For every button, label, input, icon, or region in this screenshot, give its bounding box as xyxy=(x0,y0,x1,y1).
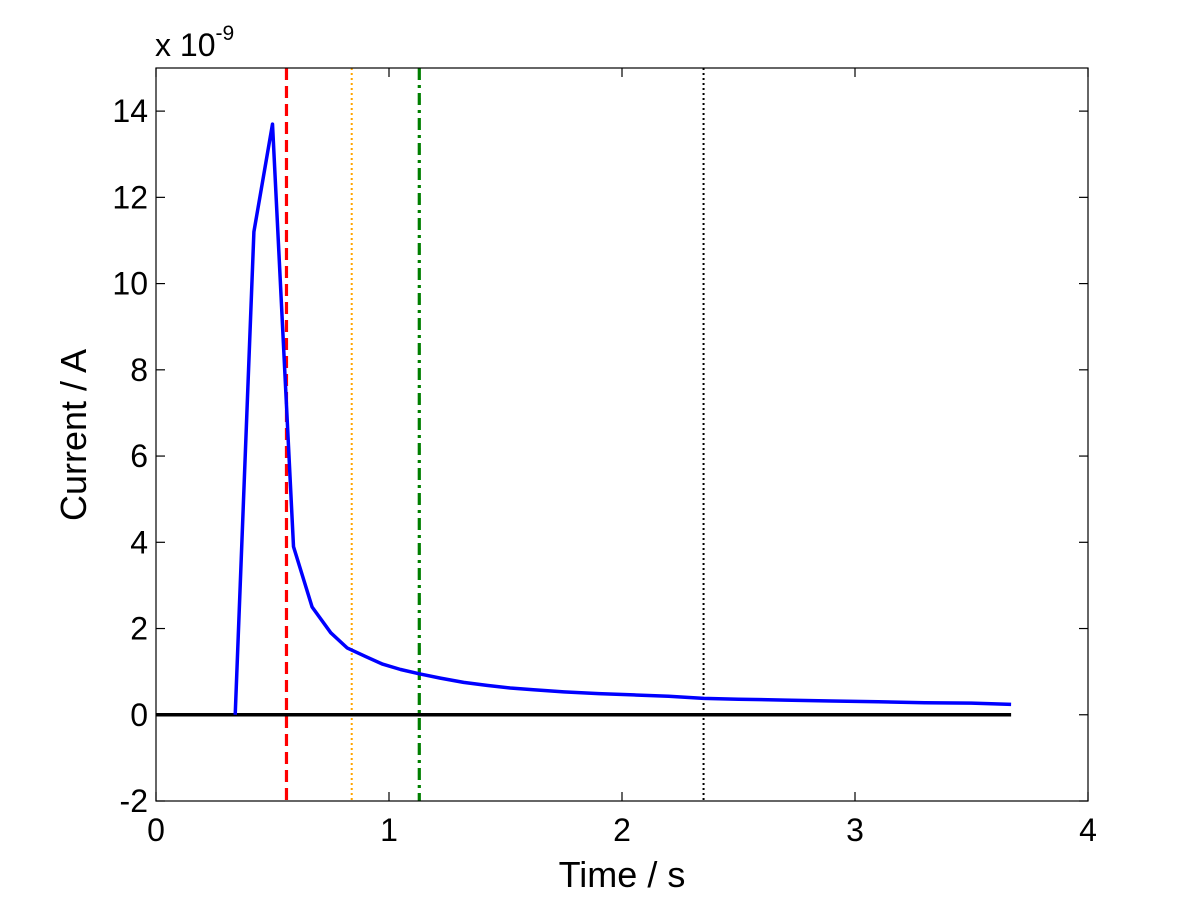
y-tick-label: 4 xyxy=(130,524,148,560)
y-axis-label: Current / A xyxy=(53,349,94,521)
x-tick-label: 3 xyxy=(846,812,864,848)
series-layer xyxy=(233,122,1012,715)
x-tick-label: 4 xyxy=(1079,812,1097,848)
y-tick-label: 12 xyxy=(112,179,148,215)
y-exponent-label: x 10-9 xyxy=(155,22,234,63)
y-tick-label: 14 xyxy=(112,93,148,129)
y-tick-label: 8 xyxy=(130,352,148,388)
x-axis-label: Time / s xyxy=(559,854,686,895)
x-tick-label: 0 xyxy=(147,812,165,848)
y-tick-label: -2 xyxy=(120,783,148,819)
x-tick-label: 1 xyxy=(380,812,398,848)
current-series-line xyxy=(233,122,1012,715)
y-tick-label: 0 xyxy=(130,697,148,733)
y-tick-label: 10 xyxy=(112,266,148,302)
x-tick-label: 2 xyxy=(613,812,631,848)
y-tick-label: 2 xyxy=(130,611,148,647)
plot-area xyxy=(156,68,1088,801)
y-tick-label: 6 xyxy=(130,438,148,474)
